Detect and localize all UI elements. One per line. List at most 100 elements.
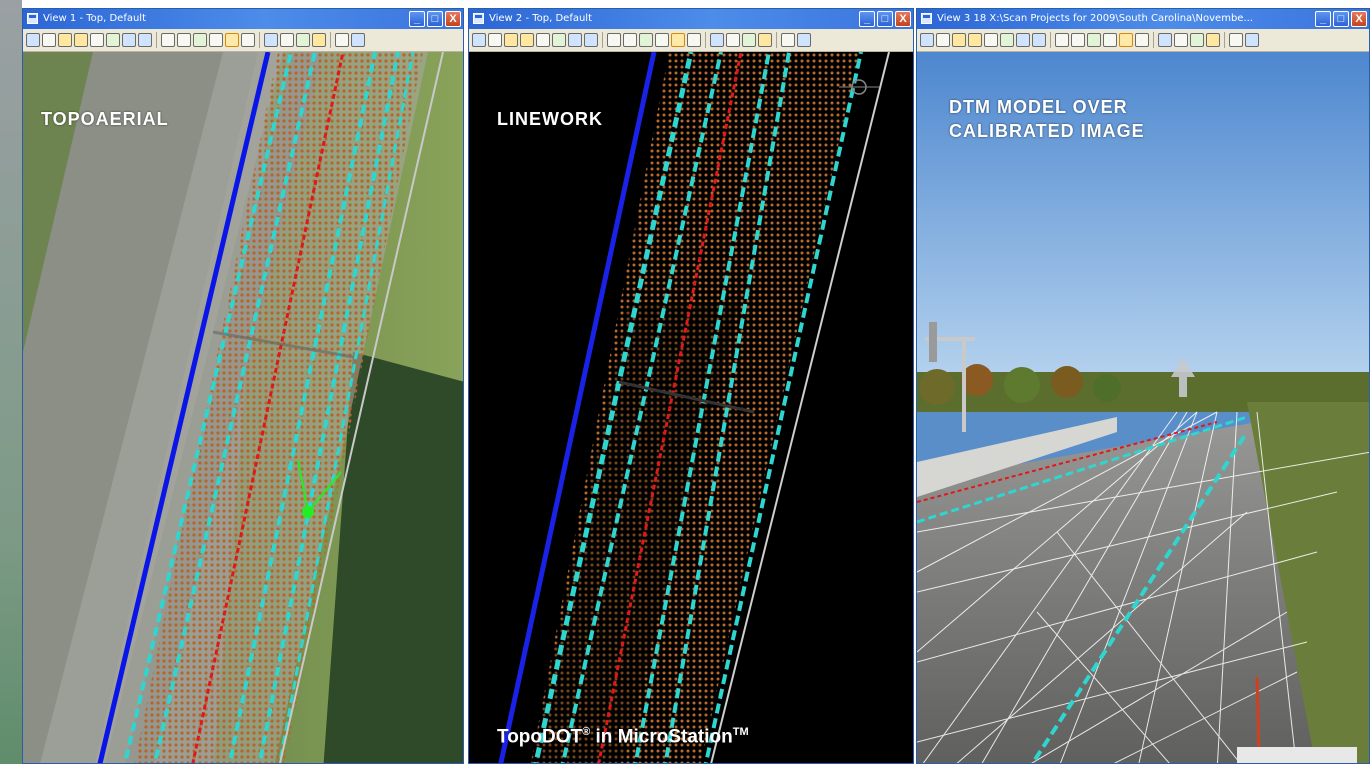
render-icon[interactable] xyxy=(758,33,772,47)
minimize-button[interactable]: _ xyxy=(1315,11,1331,27)
desktop-edge xyxy=(0,0,22,764)
zoom-out-icon[interactable] xyxy=(138,33,152,47)
update-view-icon[interactable] xyxy=(552,33,566,47)
walk-icon[interactable] xyxy=(335,33,349,47)
view-toggle-icon[interactable] xyxy=(351,33,365,47)
toolbar-separator xyxy=(776,32,777,48)
view-next-icon[interactable] xyxy=(241,33,255,47)
toolbar-separator xyxy=(1050,32,1051,48)
pan-view-icon[interactable] xyxy=(655,33,669,47)
brightness-icon[interactable] xyxy=(968,33,982,47)
brightness-icon[interactable] xyxy=(74,33,88,47)
render-icon[interactable] xyxy=(312,33,326,47)
minimize-button[interactable]: _ xyxy=(859,11,875,27)
view-previous-icon[interactable] xyxy=(671,33,685,47)
fit-view-icon[interactable] xyxy=(623,33,637,47)
view-label-line-1: DTM MODEL OVER xyxy=(949,97,1128,117)
update-view-icon[interactable] xyxy=(1000,33,1014,47)
fit-view-icon[interactable] xyxy=(177,33,191,47)
connector-word: in xyxy=(595,726,613,748)
clip-volume-icon[interactable] xyxy=(742,33,756,47)
camera-icon[interactable] xyxy=(280,33,294,47)
rotate-view-icon[interactable] xyxy=(639,33,653,47)
maximize-button[interactable]: □ xyxy=(1333,11,1349,27)
view-toolbar xyxy=(917,29,1369,52)
product-caption: TopoDOT® in MicroStationTM xyxy=(497,726,749,748)
close-button[interactable]: X xyxy=(445,11,461,27)
registered-mark: ® xyxy=(582,726,591,738)
maximize-button[interactable]: □ xyxy=(877,11,893,27)
dropdown-icon[interactable] xyxy=(42,33,56,47)
linework-canvas[interactable]: LINEWORK TopoDOT® in MicroStationTM xyxy=(469,52,913,763)
copy-view-icon[interactable] xyxy=(710,33,724,47)
view-attributes-icon[interactable] xyxy=(920,33,934,47)
window-icon[interactable] xyxy=(27,13,38,24)
view-toggle-icon[interactable] xyxy=(1245,33,1259,47)
copy-view-icon[interactable] xyxy=(264,33,278,47)
title-bar[interactable]: View 3 18 X:\Scan Projects for 2009\Sout… xyxy=(917,9,1369,29)
view-display-icon[interactable] xyxy=(952,33,966,47)
view-display-icon[interactable] xyxy=(504,33,518,47)
update-view-icon[interactable] xyxy=(106,33,120,47)
minimize-button[interactable]: _ xyxy=(409,11,425,27)
fit-view-icon[interactable] xyxy=(1071,33,1085,47)
close-button[interactable]: X xyxy=(1351,11,1367,27)
camera-icon[interactable] xyxy=(1174,33,1188,47)
zoom-in-icon[interactable] xyxy=(568,33,582,47)
view-next-icon[interactable] xyxy=(687,33,701,47)
window-icon[interactable] xyxy=(921,13,932,24)
topoaerial-canvas[interactable]: TOPOAERIAL xyxy=(23,52,463,763)
view-previous-icon[interactable] xyxy=(1119,33,1133,47)
view-window-1[interactable]: View 1 - Top, Default _ □ X xyxy=(22,8,464,764)
view-window-3[interactable]: View 3 18 X:\Scan Projects for 2009\Sout… xyxy=(916,8,1370,764)
view-attributes-icon[interactable] xyxy=(472,33,486,47)
toolbar-separator xyxy=(1224,32,1225,48)
view-label: TOPOAERIAL xyxy=(41,109,169,129)
dropdown-icon[interactable] xyxy=(90,33,104,47)
title-bar[interactable]: View 2 - Top, Default _ □ X xyxy=(469,9,913,29)
render-icon[interactable] xyxy=(1206,33,1220,47)
walk-icon[interactable] xyxy=(781,33,795,47)
platform-name: MicroStation xyxy=(617,726,733,748)
pan-view-icon[interactable] xyxy=(1103,33,1117,47)
title-bar[interactable]: View 1 - Top, Default _ □ X xyxy=(23,9,463,29)
view-display-icon[interactable] xyxy=(58,33,72,47)
close-button[interactable]: X xyxy=(895,11,911,27)
dropdown-icon[interactable] xyxy=(936,33,950,47)
dropdown-icon[interactable] xyxy=(984,33,998,47)
window-area-icon[interactable] xyxy=(1055,33,1069,47)
window-title: View 1 - Top, Default xyxy=(43,13,147,24)
window-title: View 2 - Top, Default xyxy=(489,13,593,24)
dropdown-icon[interactable] xyxy=(488,33,502,47)
view-next-icon[interactable] xyxy=(1135,33,1149,47)
walk-icon[interactable] xyxy=(1229,33,1243,47)
brightness-icon[interactable] xyxy=(520,33,534,47)
zoom-in-icon[interactable] xyxy=(1016,33,1030,47)
zoom-out-icon[interactable] xyxy=(584,33,598,47)
dtm-image-canvas[interactable]: DTM MODEL OVER CALIBRATED IMAGE xyxy=(917,52,1369,763)
rotate-view-icon[interactable] xyxy=(193,33,207,47)
dropdown-icon[interactable] xyxy=(536,33,550,47)
view-window-2[interactable]: View 2 - Top, Default _ □ X xyxy=(468,8,914,764)
window-icon[interactable] xyxy=(473,13,484,24)
copy-view-icon[interactable] xyxy=(1158,33,1172,47)
rotate-view-icon[interactable] xyxy=(1087,33,1101,47)
pan-view-icon[interactable] xyxy=(209,33,223,47)
toolbar-separator xyxy=(602,32,603,48)
clip-volume-icon[interactable] xyxy=(1190,33,1204,47)
window-title: View 3 18 X:\Scan Projects for 2009\Sout… xyxy=(937,13,1253,24)
toolbar-separator xyxy=(705,32,706,48)
view-toolbar xyxy=(23,29,463,52)
camera-icon[interactable] xyxy=(726,33,740,47)
view-attributes-icon[interactable] xyxy=(26,33,40,47)
view-toggle-icon[interactable] xyxy=(797,33,811,47)
clip-volume-icon[interactable] xyxy=(296,33,310,47)
zoom-out-icon[interactable] xyxy=(1032,33,1046,47)
toolbar-separator xyxy=(259,32,260,48)
toolbar-separator xyxy=(1153,32,1154,48)
window-area-icon[interactable] xyxy=(161,33,175,47)
window-area-icon[interactable] xyxy=(607,33,621,47)
view-previous-icon[interactable] xyxy=(225,33,239,47)
zoom-in-icon[interactable] xyxy=(122,33,136,47)
maximize-button[interactable]: □ xyxy=(427,11,443,27)
